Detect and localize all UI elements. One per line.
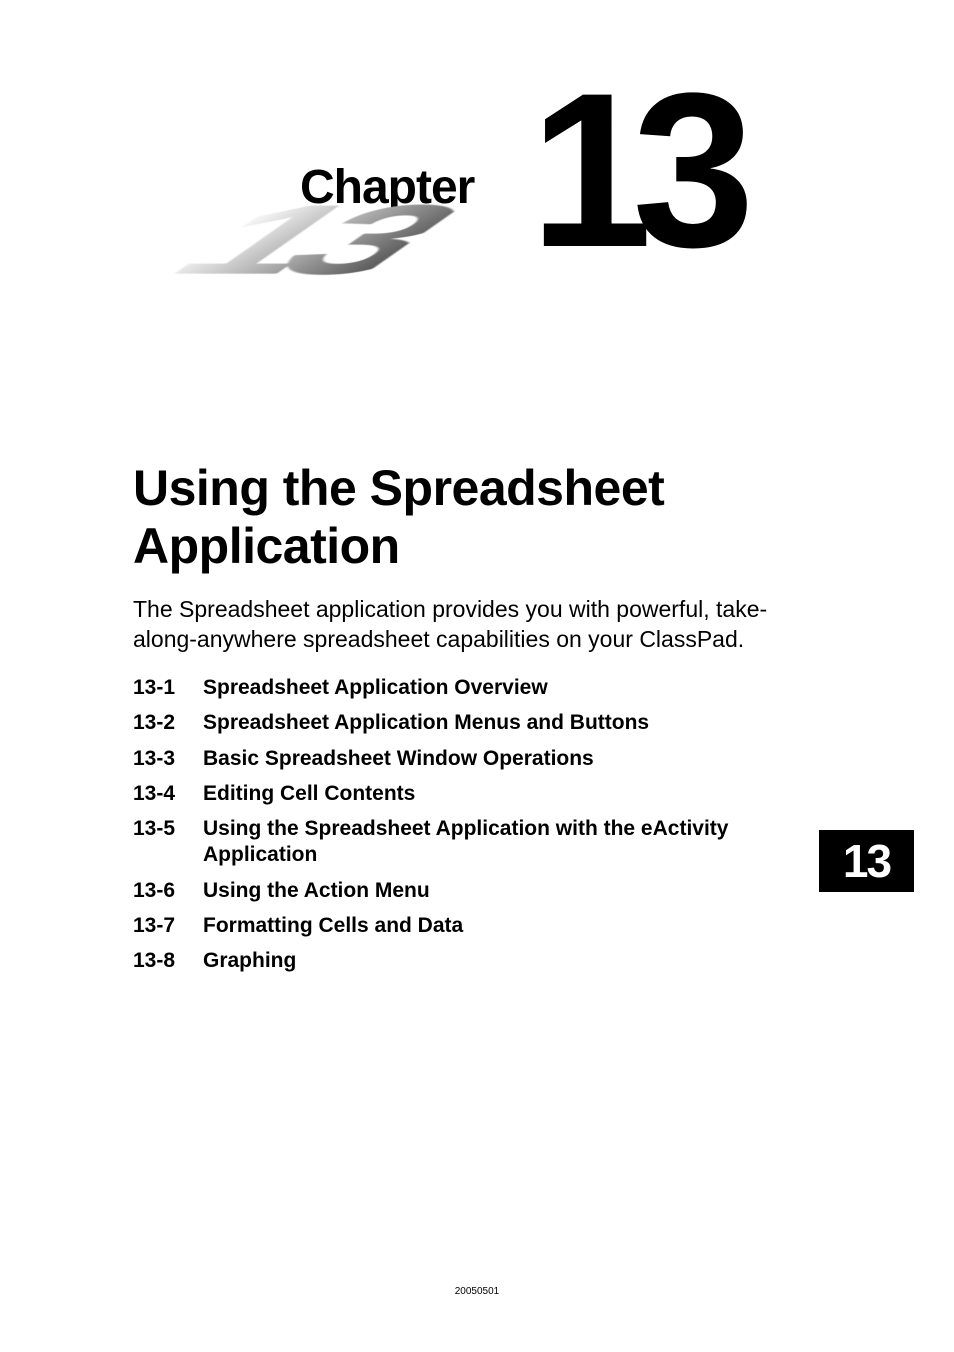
toc-number: 13-5: [133, 816, 203, 869]
toc-label: Graphing: [203, 948, 753, 974]
toc-label: Spreadsheet Application Overview: [203, 675, 753, 701]
toc-label: Editing Cell Contents: [203, 781, 753, 807]
chapter-title: Using the Spreadsheet Application: [133, 460, 833, 575]
toc-number: 13-7: [133, 913, 203, 939]
toc-number: 13-3: [133, 746, 203, 772]
toc-item: 13-8 Graphing: [133, 948, 753, 974]
table-of-contents: 13-1 Spreadsheet Application Overview 13…: [133, 675, 753, 983]
toc-item: 13-6 Using the Action Menu: [133, 878, 753, 904]
toc-item: 13-4 Editing Cell Contents: [133, 781, 753, 807]
toc-item: 13-1 Spreadsheet Application Overview: [133, 675, 753, 701]
toc-label: Spreadsheet Application Menus and Button…: [203, 710, 753, 736]
chapter-number: 13: [530, 60, 735, 280]
toc-number: 13-6: [133, 878, 203, 904]
toc-label: Formatting Cells and Data: [203, 913, 753, 939]
toc-item: 13-2 Spreadsheet Application Menus and B…: [133, 710, 753, 736]
chapter-side-tab: 13: [819, 830, 914, 892]
toc-number: 13-1: [133, 675, 203, 701]
toc-item: 13-7 Formatting Cells and Data: [133, 913, 753, 939]
chapter-number-graphic: 13 13: [530, 60, 830, 400]
chapter-header: Chapter 13 13: [130, 60, 830, 400]
toc-number: 13-2: [133, 710, 203, 736]
page: Chapter 13 13 Using the Spreadsheet Appl…: [0, 0, 954, 1352]
toc-label: Using the Action Menu: [203, 878, 753, 904]
toc-item: 13-3 Basic Spreadsheet Window Operations: [133, 746, 753, 772]
chapter-number-shadow: 13: [139, 190, 485, 289]
toc-label: Using the Spreadsheet Application with t…: [203, 816, 753, 869]
toc-label: Basic Spreadsheet Window Operations: [203, 746, 753, 772]
footer-date: 20050501: [0, 1286, 954, 1297]
toc-number: 13-4: [133, 781, 203, 807]
toc-number: 13-8: [133, 948, 203, 974]
toc-item: 13-5 Using the Spreadsheet Application w…: [133, 816, 753, 869]
chapter-intro: The Spreadsheet application provides you…: [133, 595, 793, 655]
